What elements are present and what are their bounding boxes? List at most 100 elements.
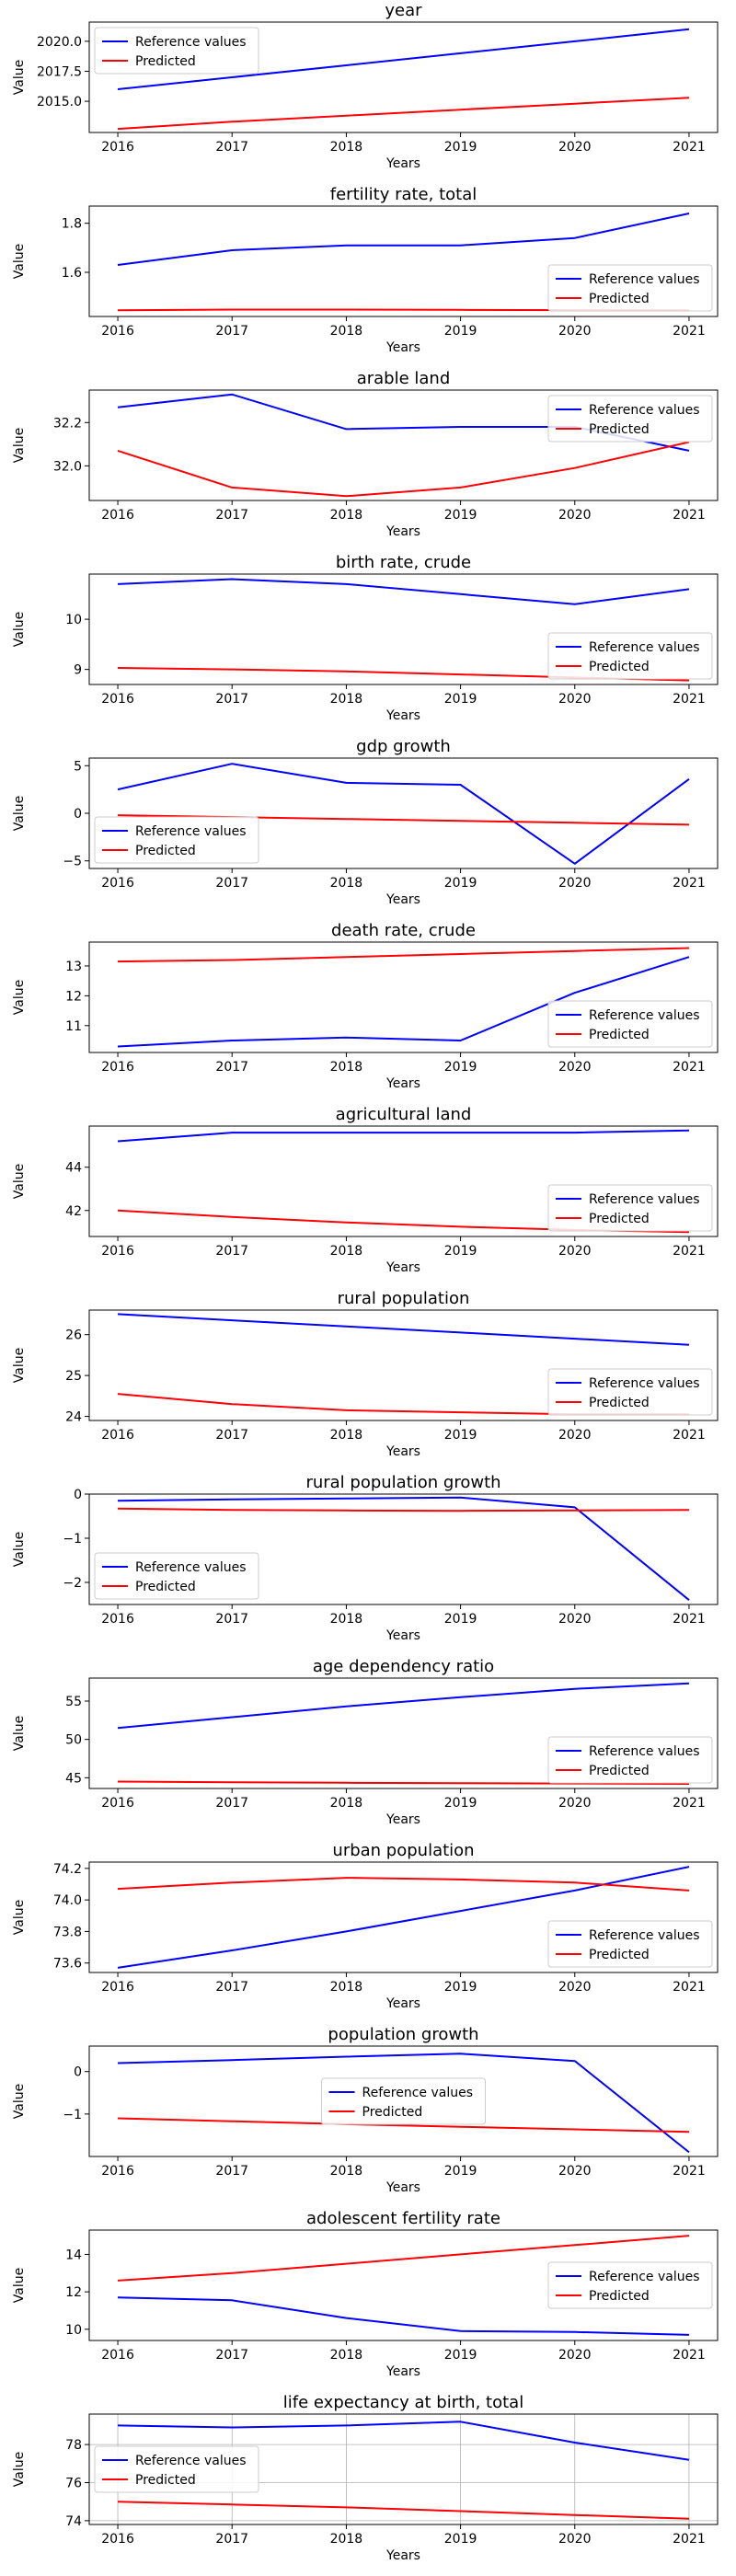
chart-title: urban population [332, 1841, 474, 1860]
y-tick-label: 55 [65, 1695, 82, 1709]
x-tick-label: 2017 [215, 2348, 248, 2363]
x-tick-label: 2018 [330, 140, 363, 155]
x-tick-label: 2016 [101, 2532, 134, 2547]
series-line-reference [117, 2296, 690, 2336]
y-tick-label: 0 [74, 2065, 82, 2080]
x-tick-label: 2020 [558, 324, 592, 339]
y-tick-label: 0 [74, 807, 82, 822]
x-tick-label: 2016 [101, 1244, 134, 1259]
x-tick-label: 2019 [444, 140, 477, 155]
x-tick-label: 2021 [673, 1612, 706, 1627]
x-tick-label: 2016 [101, 324, 134, 339]
legend-entry: Reference values [135, 1560, 246, 1575]
x-tick-label: 2018 [330, 508, 363, 523]
legend-entry: Predicted [589, 292, 650, 306]
y-axis-label: Value [12, 1164, 27, 1199]
x-tick-label: 2021 [673, 2164, 706, 2179]
x-tick-label: 2020 [558, 1980, 592, 1995]
legend-box [547, 1184, 713, 1232]
y-tick-label: 45 [65, 1771, 82, 1786]
plot-frame [88, 205, 719, 317]
series-line-reference [117, 2053, 690, 2154]
chart-title: birth rate, crude [336, 553, 471, 572]
x-tick-label: 2018 [330, 1980, 363, 1995]
y-tick-label: −1 [63, 2108, 82, 2122]
legend-entry: Predicted [589, 660, 650, 674]
legend-entry: Reference values [589, 1376, 699, 1391]
chart-title: agricultural land [336, 1105, 472, 1124]
x-tick-label: 2017 [215, 324, 248, 339]
series-line-predicted [117, 1877, 690, 1892]
y-tick-label: 26 [65, 1328, 82, 1343]
series-line-reference [117, 1313, 690, 1346]
plot-frame [88, 2413, 719, 2525]
legend-box [547, 1000, 713, 1048]
legend-entry: Reference values [589, 2270, 699, 2284]
series-line-predicted [117, 441, 690, 498]
y-tick-label: 32.2 [53, 416, 82, 431]
y-tick-label: 12 [65, 2285, 82, 2300]
legend-entry: Reference values [135, 35, 246, 50]
chart-title: gdp growth [356, 737, 451, 756]
y-tick-label: 5 [74, 759, 82, 774]
series-line-reference [117, 1496, 690, 1601]
legend: Reference values Predicted [94, 2445, 259, 2493]
y-tick-label: 25 [65, 1369, 82, 1384]
x-tick-label: 2018 [330, 1244, 363, 1259]
chart-panel-3: birth rate, crude 2016 2017 2018 2019 2020 202… [12, 553, 719, 723]
x-axis-label: Years [385, 2364, 420, 2379]
x-tick-label: 2020 [558, 1796, 592, 1811]
x-tick-label: 2016 [101, 2164, 134, 2179]
x-tick-label: 2016 [101, 508, 134, 523]
x-tick-label: 2018 [330, 1796, 363, 1811]
legend-entry: Predicted [589, 1396, 650, 1410]
plot-frame [88, 21, 719, 133]
legend-box [547, 632, 713, 680]
y-tick-label: −1 [63, 1532, 82, 1547]
legend: Reference values Predicted [547, 395, 713, 443]
y-tick-label: 74.0 [53, 1893, 82, 1908]
plot-frame [88, 1493, 719, 1605]
y-axis-label: Value [12, 60, 27, 95]
x-tick-label: 2018 [330, 876, 363, 891]
y-axis-label: Value [12, 2452, 27, 2487]
x-tick-label: 2017 [215, 1612, 248, 1627]
x-tick-label: 2017 [215, 1428, 248, 1443]
y-tick-label: −2 [63, 1576, 82, 1591]
legend-box [94, 816, 259, 864]
y-tick-label: 76 [65, 2476, 82, 2490]
legend-entry: Predicted [135, 54, 196, 69]
x-tick-label: 2018 [330, 2164, 363, 2179]
y-axis-label: Value [12, 2084, 27, 2119]
x-tick-label: 2020 [558, 2348, 592, 2363]
legend: Reference values Predicted [547, 264, 713, 312]
x-tick-label: 2020 [558, 1060, 592, 1075]
chart-panel-0: year 2016 2017 2018 2019 2020 2021 2015.0 2017.5… [12, 1, 719, 171]
legend: Reference values Predicted [547, 1368, 713, 1416]
x-axis-label: Years [385, 1076, 420, 1091]
y-tick-label: 42 [65, 1204, 82, 1219]
x-tick-label: 2017 [215, 1796, 248, 1811]
legend: Reference values Predicted [547, 632, 713, 680]
legend-box [94, 2445, 259, 2493]
x-tick-label: 2019 [444, 1796, 477, 1811]
x-tick-label: 2020 [558, 140, 592, 155]
x-tick-label: 2020 [558, 1612, 592, 1627]
chart-title: arable land [357, 369, 451, 388]
x-axis-label: Years [385, 1444, 420, 1459]
x-tick-label: 2021 [673, 324, 706, 339]
x-tick-label: 2017 [215, 1980, 248, 1995]
legend: Reference values Predicted [94, 1552, 259, 1600]
x-tick-label: 2017 [215, 2164, 248, 2179]
y-axis-label: Value [12, 1900, 27, 1935]
x-tick-label: 2018 [330, 2348, 363, 2363]
y-axis-label: Value [12, 1532, 27, 1567]
x-tick-label: 2019 [444, 1980, 477, 1995]
chart-panel-9: age dependency ratio 2016 2017 2018 2019 2020… [12, 1657, 719, 1827]
x-tick-label: 2021 [673, 1796, 706, 1811]
x-tick-label: 2019 [444, 2532, 477, 2547]
x-axis-label: Years [385, 340, 420, 355]
x-tick-label: 2019 [444, 1244, 477, 1259]
legend-entry: Reference values [589, 1192, 699, 1207]
